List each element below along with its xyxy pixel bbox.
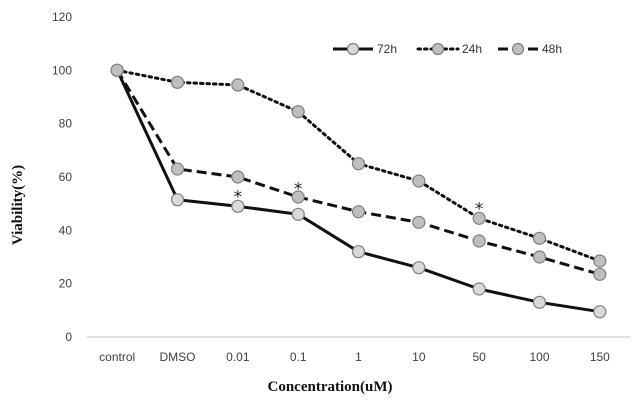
y-tick-label: 40 xyxy=(59,223,73,237)
data-point xyxy=(593,267,607,281)
data-point xyxy=(231,170,245,184)
series-48h xyxy=(110,63,607,281)
annotations: * * * xyxy=(234,179,484,219)
legend-label: 72h xyxy=(377,42,397,56)
data-point xyxy=(291,207,305,221)
data-point xyxy=(351,205,366,219)
x-tick-label: control xyxy=(99,350,135,364)
data-point xyxy=(170,162,185,176)
y-axis-title: Viability(%) xyxy=(10,165,26,245)
series-layer xyxy=(110,63,607,319)
significance-marker: * xyxy=(475,199,484,219)
y-tick-label: 20 xyxy=(59,277,73,291)
series-24h xyxy=(110,63,607,268)
y-tick-label: 0 xyxy=(65,330,72,344)
x-axis-title: Concentration(uM) xyxy=(268,379,393,395)
legend-marker xyxy=(431,42,445,56)
data-point xyxy=(412,174,426,188)
series-72h xyxy=(110,63,607,319)
y-tick-label: 80 xyxy=(59,117,73,131)
data-point xyxy=(532,250,547,264)
data-point xyxy=(231,78,245,92)
legend-item-72h: 72h xyxy=(333,42,397,56)
data-point xyxy=(231,199,245,213)
data-point xyxy=(532,231,547,245)
y-axis-ticks: 0 20 40 60 80 100 120 xyxy=(52,10,72,344)
x-tick-label: 0.01 xyxy=(226,350,250,364)
legend-item-48h: 48h xyxy=(498,42,562,56)
legend: 72h 24h 48h xyxy=(333,42,562,56)
legend-marker xyxy=(511,42,525,56)
legend-label: 24h xyxy=(462,42,482,56)
legend-marker xyxy=(346,42,360,56)
data-point xyxy=(291,190,305,204)
y-tick-label: 100 xyxy=(52,63,72,77)
legend-label: 48h xyxy=(542,42,562,56)
data-point xyxy=(472,211,486,225)
data-point xyxy=(412,261,426,275)
x-tick-label: 10 xyxy=(412,350,426,364)
x-tick-label: 50 xyxy=(472,350,486,364)
data-point xyxy=(291,105,305,119)
x-tick-label: 100 xyxy=(529,350,549,364)
data-point xyxy=(412,215,426,229)
series-line xyxy=(115,69,601,276)
y-tick-label: 60 xyxy=(59,170,73,184)
data-point xyxy=(472,282,486,296)
series-line xyxy=(115,69,601,314)
data-point xyxy=(170,75,185,89)
data-point xyxy=(110,63,124,77)
significance-marker: * xyxy=(294,179,303,199)
x-tick-label: 150 xyxy=(590,350,610,364)
data-point xyxy=(351,245,366,259)
y-tick-label: 120 xyxy=(52,10,72,24)
significance-marker: * xyxy=(234,187,243,207)
legend-item-24h: 24h xyxy=(416,42,482,56)
data-point xyxy=(472,234,486,248)
data-point xyxy=(170,193,185,207)
x-tick-label: DMSO xyxy=(160,350,196,364)
data-point xyxy=(532,295,547,309)
data-point xyxy=(593,305,607,319)
data-point xyxy=(593,254,607,268)
x-axis: control DMSO 0.01 0.1 1 10 50 100 150 xyxy=(87,336,630,364)
x-tick-label: 1 xyxy=(355,350,362,364)
data-point xyxy=(351,157,366,171)
x-tick-label: 0.1 xyxy=(290,350,307,364)
